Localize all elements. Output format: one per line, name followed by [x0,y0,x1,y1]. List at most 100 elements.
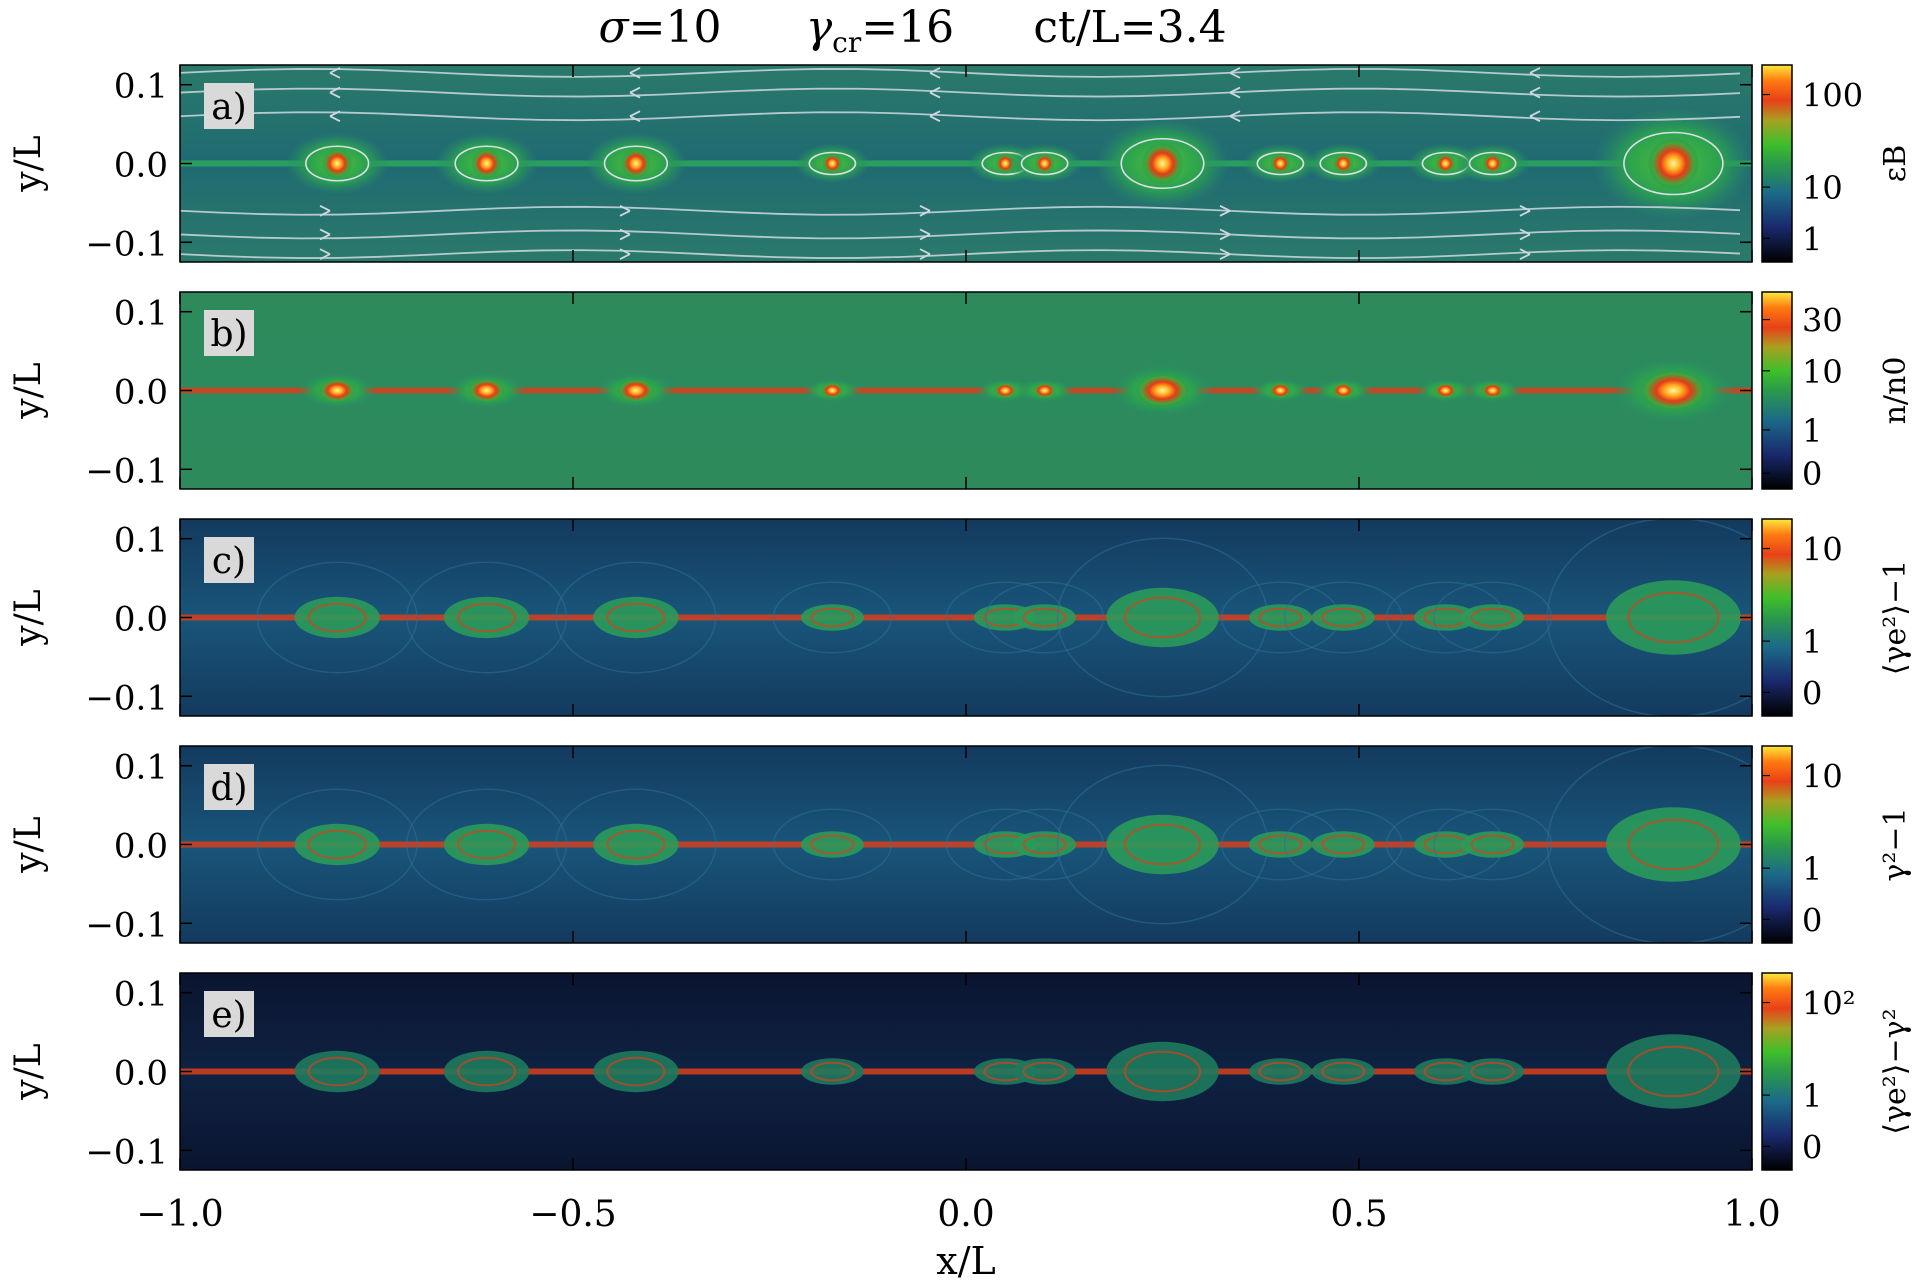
plasmoid-ring [307,602,367,633]
y-tick-label: 0.0 [114,1054,168,1094]
plasmoid-ring [457,1056,517,1087]
field-arrow [1229,86,1241,99]
panel-a: a) 0.1 0.0 −0.1 y/L 100 10 1 εB [8,64,1913,264]
figure-header: σ=10 γcr=16 ct/L=3.4 [599,2,1227,59]
field-arrow [929,110,941,123]
plasmoid [1106,1041,1219,1102]
plasmoid [443,1050,530,1093]
field-line [180,229,1741,240]
wave-front [985,808,1105,881]
plasmoid-core [318,378,356,403]
colorbar-label: ⟨γe²⟩−1 [1878,560,1913,675]
field-line [180,87,1741,98]
plasmoid [1106,587,1219,648]
plasmoid-core [1135,373,1190,408]
field-arrow [319,204,331,217]
wave-front [405,788,568,901]
colorbar-tick-label: 1 [1802,1077,1822,1115]
colorbar-tick-label: 1 [1802,220,1822,258]
plasmoid-ring [307,1056,367,1087]
plasmoid-ring [1627,1045,1720,1098]
plasmoid [593,823,679,866]
colorbar-tick-label: 10 [1802,169,1843,207]
colorbar-label: ⟨γe²⟩−γ² [1878,1008,1913,1134]
plasmoid-ring [1124,1050,1201,1093]
colorbar-tick-label: 10 [1802,353,1843,391]
y-tick-label: −0.1 [85,451,168,491]
colorbar-label: γ²−1 [1878,807,1913,881]
plasmoid-core [822,153,843,174]
plasmoid-core [322,148,353,179]
y-tick-label: 0.1 [114,521,168,561]
field-arrow [919,248,931,260]
plasmoid [593,596,679,639]
field-arrow [1519,204,1531,217]
field-arrow [919,204,931,217]
field-line [180,205,1741,216]
field-loop [1468,151,1517,176]
plasmoid-core [1331,382,1355,399]
plasmoid [294,823,380,866]
field-arrow [1519,248,1531,260]
plasmoid [443,823,530,866]
y-axis-label: y/L [8,362,49,419]
plasmoid-core [617,378,655,403]
plasmoid-ring [1470,834,1515,855]
panels: a)0.10.0−0.1y/L100101εBb)0.10.0−0.1y/L30… [8,64,1913,1172]
field-arrow [1219,204,1231,217]
colorbar-tick-label: 10² [1802,985,1856,1023]
field-arrow [329,86,341,99]
panel-tag: a) [204,83,254,129]
plasmoid-ring [810,607,855,628]
wave-front [1546,746,1752,943]
panel-e: e) 0.1 0.0 −0.1 y/L 10² 1 0 ⟨γe²⟩−γ² [8,972,1913,1172]
plasmoid-ring [810,834,855,855]
current-sheet [180,841,1752,848]
plasmoid-core [1481,382,1505,399]
y-tick-label: 0.1 [114,294,168,334]
plasmoid-ring [1022,607,1067,628]
plasmoid-ring [1321,607,1366,628]
field-arrow [1219,228,1231,241]
plasmoid-core [1433,382,1458,399]
panel-tag-text: a) [211,87,247,128]
y-axis-label: y/L [8,135,49,192]
field-arrow [1529,67,1541,79]
y-axis-label: y/L [8,589,49,646]
current-sheet [180,387,1752,394]
colorbar-tick-label: 10 [1802,758,1843,796]
plasmoid-core [1482,153,1503,174]
wave-front [1283,808,1403,881]
y-tick-label: −0.1 [85,1132,168,1172]
header-param-1: γcr=16 [806,2,954,59]
plasmoid-ring [457,829,517,860]
y-tick-label: 0.1 [114,748,168,788]
y-axis-label: y/L [8,1043,49,1100]
colorbar-tick-label: 0 [1802,901,1822,939]
field-arrow [929,67,941,79]
y-tick-label: −0.1 [85,678,168,718]
field-arrow [619,204,631,217]
wave-front [1433,808,1553,881]
wave-front [555,561,717,674]
x-tick-label: 0.5 [1330,1194,1387,1235]
panel-tag: b) [204,310,254,356]
field-loop [1120,137,1205,190]
plasmoid-ring [606,1056,666,1087]
field-arrow [919,228,931,241]
field-line [180,111,1741,122]
field-arrow [629,110,641,123]
wave-front [555,788,717,901]
plasmoid-core [820,382,844,399]
plasmoid [1605,1034,1741,1109]
plasmoid-core [1034,153,1055,174]
panel-tag-text: c) [212,541,246,582]
plasmoid [443,596,530,639]
x-axis: −1.0 −0.5 0.0 0.5 1.0 x/L [136,1194,1780,1283]
plasmoid-core [993,382,1017,399]
plasmoid-ring [1470,1061,1515,1082]
